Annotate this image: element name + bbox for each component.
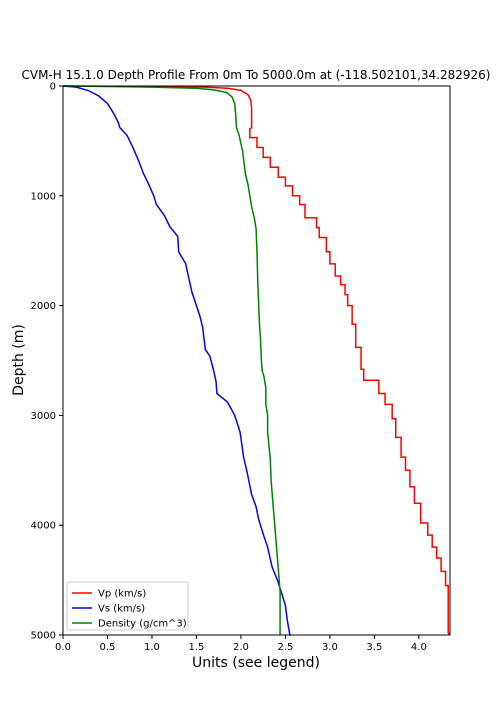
y-tick-label: 2000	[31, 301, 56, 312]
series-line-density	[62, 85, 281, 635]
y-tick-label: 0	[50, 82, 56, 93]
series-line-vs	[62, 85, 291, 636]
series-line-vp	[62, 85, 451, 636]
legend-label-vp: Vp (km/s)	[98, 589, 146, 600]
y-axis-label: Depth (m)	[11, 324, 27, 396]
x-tick-label: 3.5	[366, 642, 382, 653]
y-tick-label: 4000	[31, 521, 56, 532]
series-layer	[62, 85, 451, 636]
x-tick-label: 2.0	[233, 642, 249, 653]
x-tick-label: 3.0	[322, 642, 338, 653]
x-tick-label: 4.0	[411, 642, 427, 653]
legend-label-density: Density (g/cm^3)	[98, 619, 187, 630]
x-tick-label: 1.5	[188, 642, 204, 653]
y-tick-label: 1000	[31, 191, 56, 202]
x-tick-label: 1.0	[144, 642, 160, 653]
x-tick-label: 0.5	[100, 642, 116, 653]
legend-label-vs: Vs (km/s)	[98, 604, 145, 615]
x-tick-label: 2.5	[277, 642, 293, 653]
chart-title: CVM-H 15.1.0 Depth Profile From 0m To 50…	[21, 68, 490, 82]
plot-area-frame	[62, 85, 451, 636]
y-tick-label: 5000	[31, 631, 56, 642]
x-tick-label: 0.0	[55, 642, 71, 653]
ticks-layer: 0.0 0.5 1.0 1.5 2.0 2.5 3.0 3.5 4.0 0 1000 2000 3000…	[31, 82, 427, 654]
legend: Vp (km/s) Vs (km/s) Density (g/cm^3)	[66, 581, 189, 631]
y-tick-label: 3000	[31, 411, 56, 422]
legend-box	[66, 581, 189, 631]
x-axis-label: Units (see legend)	[192, 655, 320, 671]
